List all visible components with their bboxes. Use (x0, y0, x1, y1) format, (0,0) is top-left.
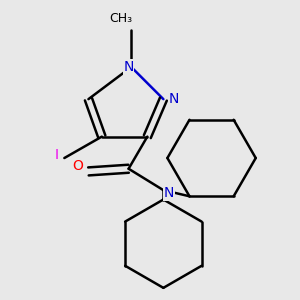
Text: O: O (72, 159, 83, 173)
Text: N: N (123, 60, 134, 74)
Text: CH₃: CH₃ (109, 12, 132, 25)
Text: I: I (54, 148, 58, 162)
Text: N: N (169, 92, 179, 106)
Text: N: N (164, 186, 174, 200)
